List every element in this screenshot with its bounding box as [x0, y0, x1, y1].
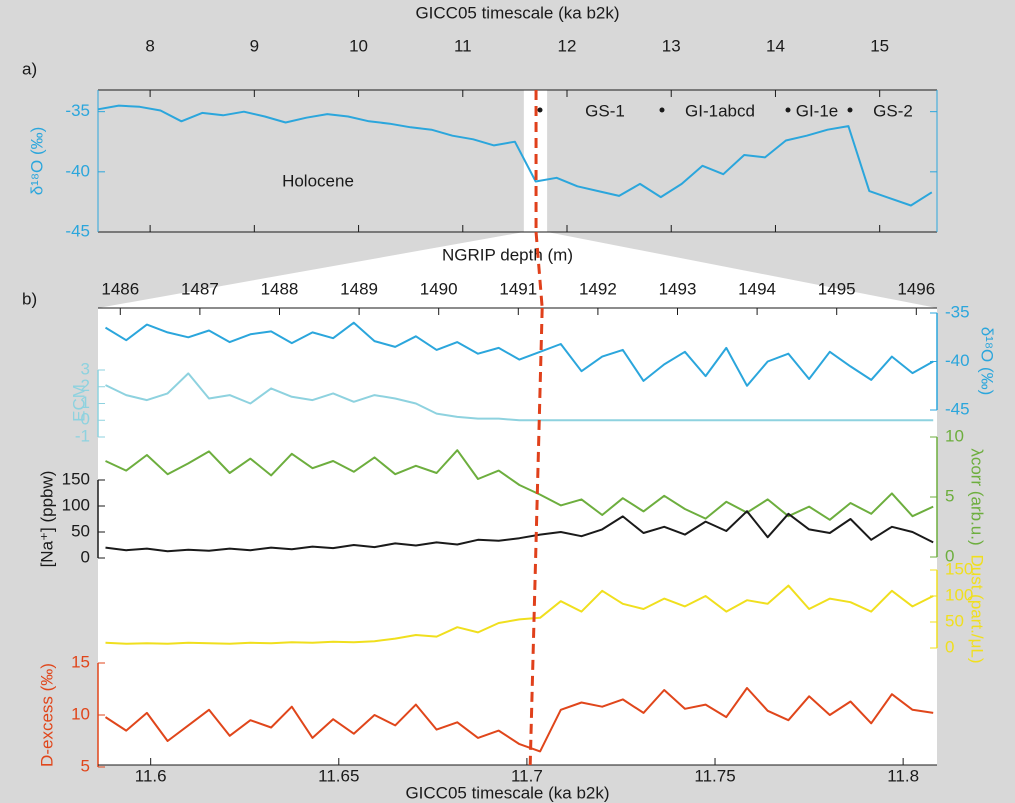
- y-axis-label: δ¹⁸O (‰): [27, 127, 46, 196]
- data-line: [104, 687, 934, 753]
- x-tick-label: 11.7: [511, 766, 543, 785]
- y-tick-label: 10: [71, 704, 90, 723]
- period-divider: [847, 107, 853, 113]
- annotation: Holocene: [282, 171, 354, 190]
- x-tick-label: 11.8: [887, 766, 919, 785]
- x-tick-label: 10: [349, 36, 368, 55]
- data-line: [97, 104, 933, 207]
- y-tick-label: 0: [945, 546, 954, 565]
- x-tick-label: 14: [766, 36, 785, 55]
- x2-tick-label: 1492: [579, 279, 617, 298]
- x-tick-label: 8: [145, 36, 154, 55]
- y-axis-label: δ¹⁸O (‰): [978, 327, 997, 396]
- y-tick-label: 15: [71, 652, 90, 671]
- x2-tick-label: 1490: [420, 279, 458, 298]
- x2-tick-label: 1489: [340, 279, 378, 298]
- y-tick-label: 100: [62, 495, 90, 514]
- y-axis-label: D-excess (‰): [37, 663, 56, 767]
- zoom-connector: [98, 232, 937, 308]
- x2-tick-label: 1486: [101, 279, 139, 298]
- y-tick-label: -45: [65, 221, 90, 240]
- y-axis-label: ECM: [69, 384, 88, 422]
- y-tick-label: 0: [945, 637, 954, 656]
- y-tick-label: 1: [81, 393, 90, 412]
- panel-label: a): [22, 59, 37, 78]
- x2-tick-label: 1488: [261, 279, 299, 298]
- x-tick-label: 12: [558, 36, 577, 55]
- x-tick-label: 15: [870, 36, 889, 55]
- x2-tick-label: 1495: [818, 279, 856, 298]
- y-tick-label: 50: [945, 611, 964, 630]
- y-axis-label: λcorr (arb.u.): [968, 448, 987, 545]
- x-tick-label: 11: [454, 36, 472, 55]
- y-tick-label: 10: [945, 426, 964, 445]
- y-tick-label: 50: [71, 521, 90, 540]
- x2-tick-label: 1487: [181, 279, 219, 298]
- y-tick-label: 2: [81, 376, 90, 395]
- y-tick-label: 100: [945, 585, 973, 604]
- x2-tick-label: 1491: [499, 279, 537, 298]
- event-line: [528, 307, 544, 766]
- x2-tick-label: 1496: [897, 279, 935, 298]
- panel-label: b): [22, 289, 37, 308]
- y-tick-label: -1: [75, 426, 90, 445]
- period-divider: [659, 107, 665, 113]
- y-tick-label: 5: [945, 486, 954, 505]
- x2-axis-label: NGRIP depth (m): [442, 245, 573, 264]
- x-tick-label: 9: [250, 36, 259, 55]
- data-line: [105, 584, 934, 645]
- x-tick-label: 11.75: [694, 766, 735, 785]
- y-axis-label: [Na⁺] (ppbw): [37, 471, 56, 568]
- y-tick-label: 0: [81, 547, 90, 566]
- y-axis-label: Dust (part./μL): [968, 555, 987, 664]
- y-tick-label: -40: [65, 161, 90, 180]
- y-tick-label: 150: [945, 559, 973, 578]
- plot-area: [98, 308, 937, 765]
- y-tick-label: -45: [945, 399, 970, 418]
- y-tick-label: 3: [81, 359, 90, 378]
- x-tick-label: 11.6: [135, 766, 167, 785]
- y-tick-label: 150: [62, 469, 90, 488]
- y-tick-label: -35: [945, 302, 970, 321]
- period-divider: [785, 107, 791, 113]
- x-axis-label: GICC05 timescale (ka b2k): [415, 3, 619, 22]
- period-divider: [537, 107, 543, 113]
- annotation: GS-1: [585, 101, 625, 120]
- event-connector: [534, 231, 544, 309]
- y-tick-label: -40: [945, 351, 970, 370]
- x-tick-label: 11.65: [318, 766, 359, 785]
- annotation: GS-2: [873, 101, 913, 120]
- x2-tick-label: 1494: [738, 279, 776, 298]
- y-tick-label: 0: [81, 410, 90, 429]
- annotation: GI-1e: [796, 101, 839, 120]
- data-line: [105, 449, 934, 521]
- data-line: [105, 510, 934, 553]
- y-tick-label: 5: [81, 756, 90, 775]
- x-axis-label: GICC05 timescale (ka b2k): [405, 783, 609, 802]
- data-line: [105, 372, 934, 422]
- data-line: [104, 321, 934, 387]
- x2-tick-label: 1493: [659, 279, 697, 298]
- x-tick-label: 13: [662, 36, 681, 55]
- annotation: GI-1abcd: [685, 101, 755, 120]
- y-tick-label: -35: [65, 101, 90, 120]
